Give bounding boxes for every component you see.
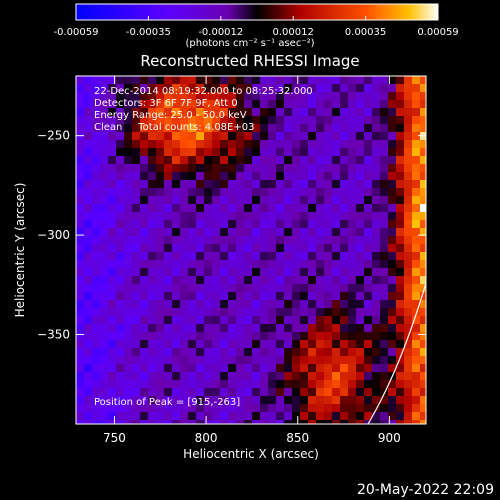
colorbar-ticks: -0.00059 -0.00035 -0.00012 0.00012 0.00035 0.…	[54, 16, 459, 38]
y-tick-label: −300	[37, 228, 70, 242]
plot-frame	[75, 75, 427, 425]
x-tick-label: 750	[103, 431, 126, 445]
y-tick-label: −350	[37, 328, 70, 342]
y-tick-label: −250	[37, 129, 70, 143]
peak-position: Position of Peak = [915,-263]	[94, 397, 241, 408]
colorbar-unit-label: (photons cm⁻² s⁻¹ asec⁻²)	[185, 38, 315, 49]
x-axis-label: Heliocentric X (arcsec)	[183, 447, 319, 461]
timestamp: 20-May-2022 22:09	[356, 482, 494, 498]
heatmap	[76, 76, 426, 424]
info-energy-range: Energy Range: 25.0 - 50.0 keV	[94, 110, 247, 121]
info-time-range: 22-Dec-2014 08:19:32.000 to 08:25:32.000	[94, 86, 313, 97]
solar-limb	[367, 282, 426, 424]
info-block: 22-Dec-2014 08:19:32.000 to 08:25:32.000…	[94, 86, 313, 134]
chart-title: Reconstructed RHESSI Image	[140, 52, 360, 70]
colorbar	[75, 3, 439, 21]
colorbar-tick-label: 0.00059	[417, 27, 458, 38]
info-detectors: Detectors: 3F 6F 7F 9F, Att 0	[94, 98, 238, 109]
x-tick-label: 850	[286, 431, 309, 445]
x-tick-label: 800	[195, 431, 218, 445]
info-counts: Clean Total counts: 4.08E+03	[94, 122, 255, 133]
y-axis-label: Heliocentric Y (arcsec)	[13, 183, 27, 318]
axes: 750 800 850 900 −250 −300 −350	[37, 76, 426, 445]
colorbar-tick-label: -0.00012	[198, 27, 243, 38]
colorbar-tick-label: -0.00035	[126, 27, 171, 38]
colorbar-tick-label: -0.00059	[54, 27, 99, 38]
colorbar-tick-label: 0.00012	[273, 27, 314, 38]
x-tick-label: 900	[378, 431, 401, 445]
colorbar-tick-label: 0.00035	[345, 27, 386, 38]
